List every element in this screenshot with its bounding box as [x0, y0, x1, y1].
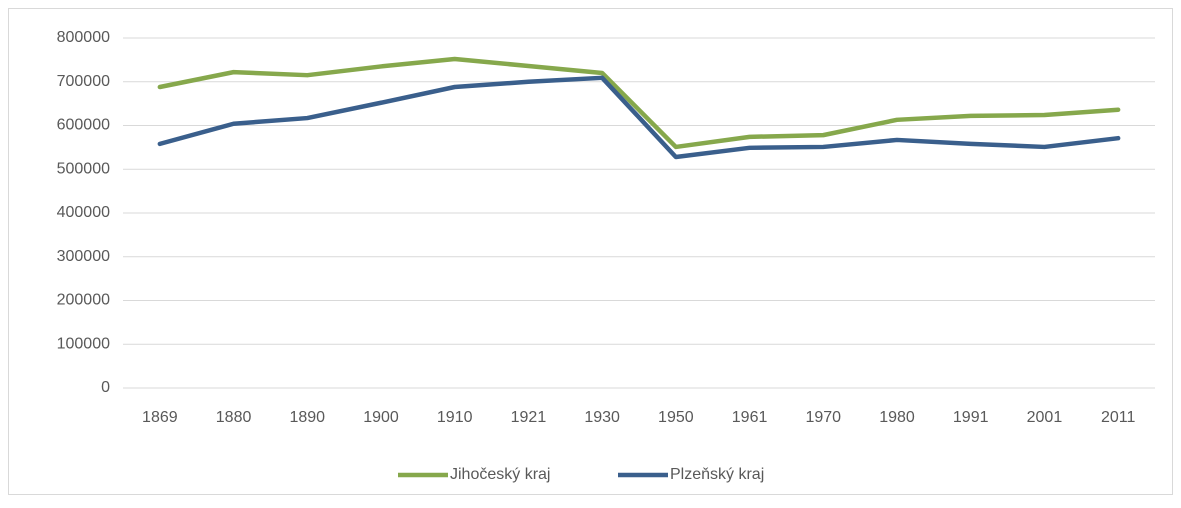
x-tick-label: 1970 [805, 409, 841, 426]
legend-label: Jihočeský kraj [450, 466, 550, 483]
y-tick-label: 100000 [57, 335, 110, 352]
x-tick-label: 2011 [1101, 409, 1136, 426]
y-tick-label: 300000 [57, 248, 110, 265]
y-tick-label: 400000 [57, 204, 110, 221]
y-tick-label: 700000 [57, 73, 110, 90]
x-tick-label: 1980 [879, 409, 915, 426]
legend-label: Plzeňský kraj [670, 466, 764, 483]
x-tick-label: 1930 [584, 409, 620, 426]
x-tick-label: 2001 [1027, 409, 1063, 426]
x-tick-label: 1921 [511, 409, 547, 426]
y-tick-label: 800000 [57, 29, 110, 46]
x-tick-label: 1869 [142, 409, 178, 426]
y-tick-label: 0 [101, 379, 110, 396]
y-tick-label: 200000 [57, 292, 110, 309]
y-tick-label: 600000 [57, 117, 110, 134]
x-tick-label: 1900 [363, 409, 399, 426]
x-tick-label: 1961 [732, 409, 768, 426]
x-tick-label: 1880 [216, 409, 252, 426]
chart-border [8, 8, 1173, 495]
y-tick-label: 500000 [57, 160, 110, 177]
x-tick-label: 1950 [658, 409, 694, 426]
line-series [157, 75, 1121, 160]
x-tick-label: 1991 [953, 409, 989, 426]
x-tick-label: 1890 [289, 409, 325, 426]
line-series [157, 56, 1121, 150]
x-tick-label: 1910 [437, 409, 473, 426]
